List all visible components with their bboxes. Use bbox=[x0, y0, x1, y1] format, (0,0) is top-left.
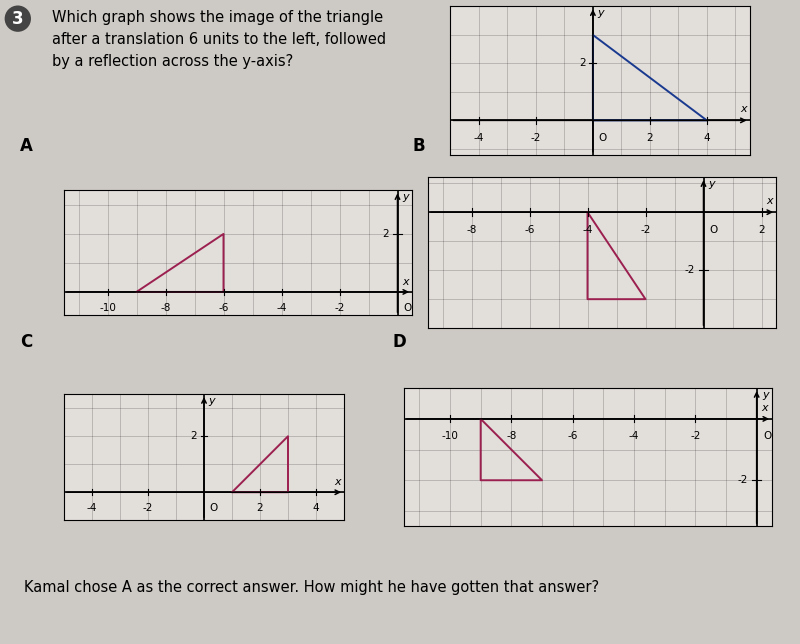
Text: -2: -2 bbox=[530, 133, 541, 143]
Text: y: y bbox=[762, 390, 769, 400]
Text: -2: -2 bbox=[690, 431, 701, 440]
Text: -4: -4 bbox=[629, 431, 639, 440]
Text: y: y bbox=[598, 8, 604, 18]
Text: x: x bbox=[402, 277, 409, 287]
Text: -8: -8 bbox=[506, 431, 517, 440]
Text: y: y bbox=[402, 192, 410, 202]
Text: 4: 4 bbox=[313, 503, 319, 513]
Text: 2: 2 bbox=[578, 59, 586, 68]
Text: 2: 2 bbox=[382, 229, 389, 239]
Text: -4: -4 bbox=[582, 225, 593, 235]
Text: -6: -6 bbox=[524, 225, 534, 235]
Text: 4: 4 bbox=[703, 133, 710, 143]
Text: 2: 2 bbox=[646, 133, 653, 143]
Text: -6: -6 bbox=[567, 431, 578, 440]
Text: -4: -4 bbox=[474, 133, 484, 143]
Text: x: x bbox=[766, 196, 773, 206]
Text: Which graph shows the image of the triangle
after a translation 6 units to the l: Which graph shows the image of the trian… bbox=[52, 10, 386, 69]
Text: O: O bbox=[763, 431, 771, 440]
Text: x: x bbox=[740, 104, 746, 115]
Text: 2: 2 bbox=[190, 431, 197, 441]
Text: B: B bbox=[412, 137, 425, 155]
Text: -10: -10 bbox=[99, 303, 116, 312]
Text: -8: -8 bbox=[160, 303, 170, 312]
Text: y: y bbox=[709, 179, 715, 189]
Text: x: x bbox=[334, 477, 342, 488]
Text: -8: -8 bbox=[466, 225, 477, 235]
Text: O: O bbox=[209, 503, 218, 513]
Text: -2: -2 bbox=[334, 303, 345, 312]
Text: -6: -6 bbox=[218, 303, 229, 312]
Text: 2: 2 bbox=[257, 503, 263, 513]
Text: D: D bbox=[392, 333, 406, 351]
Text: A: A bbox=[20, 137, 33, 155]
Text: x: x bbox=[762, 403, 768, 413]
Text: Kamal chose A as the correct answer. How might he have gotten that answer?: Kamal chose A as the correct answer. How… bbox=[24, 580, 599, 594]
Text: C: C bbox=[20, 333, 32, 351]
Text: 2: 2 bbox=[758, 225, 765, 235]
Text: O: O bbox=[598, 133, 606, 143]
Text: 3: 3 bbox=[12, 10, 24, 28]
Text: -4: -4 bbox=[276, 303, 286, 312]
Text: O: O bbox=[710, 225, 718, 235]
Text: O: O bbox=[404, 303, 412, 312]
Text: y: y bbox=[208, 395, 215, 406]
Text: -2: -2 bbox=[143, 503, 153, 513]
Text: -4: -4 bbox=[87, 503, 97, 513]
Text: -2: -2 bbox=[640, 225, 650, 235]
Text: -2: -2 bbox=[685, 265, 694, 275]
Text: -2: -2 bbox=[737, 475, 747, 485]
Text: -10: -10 bbox=[442, 431, 458, 440]
